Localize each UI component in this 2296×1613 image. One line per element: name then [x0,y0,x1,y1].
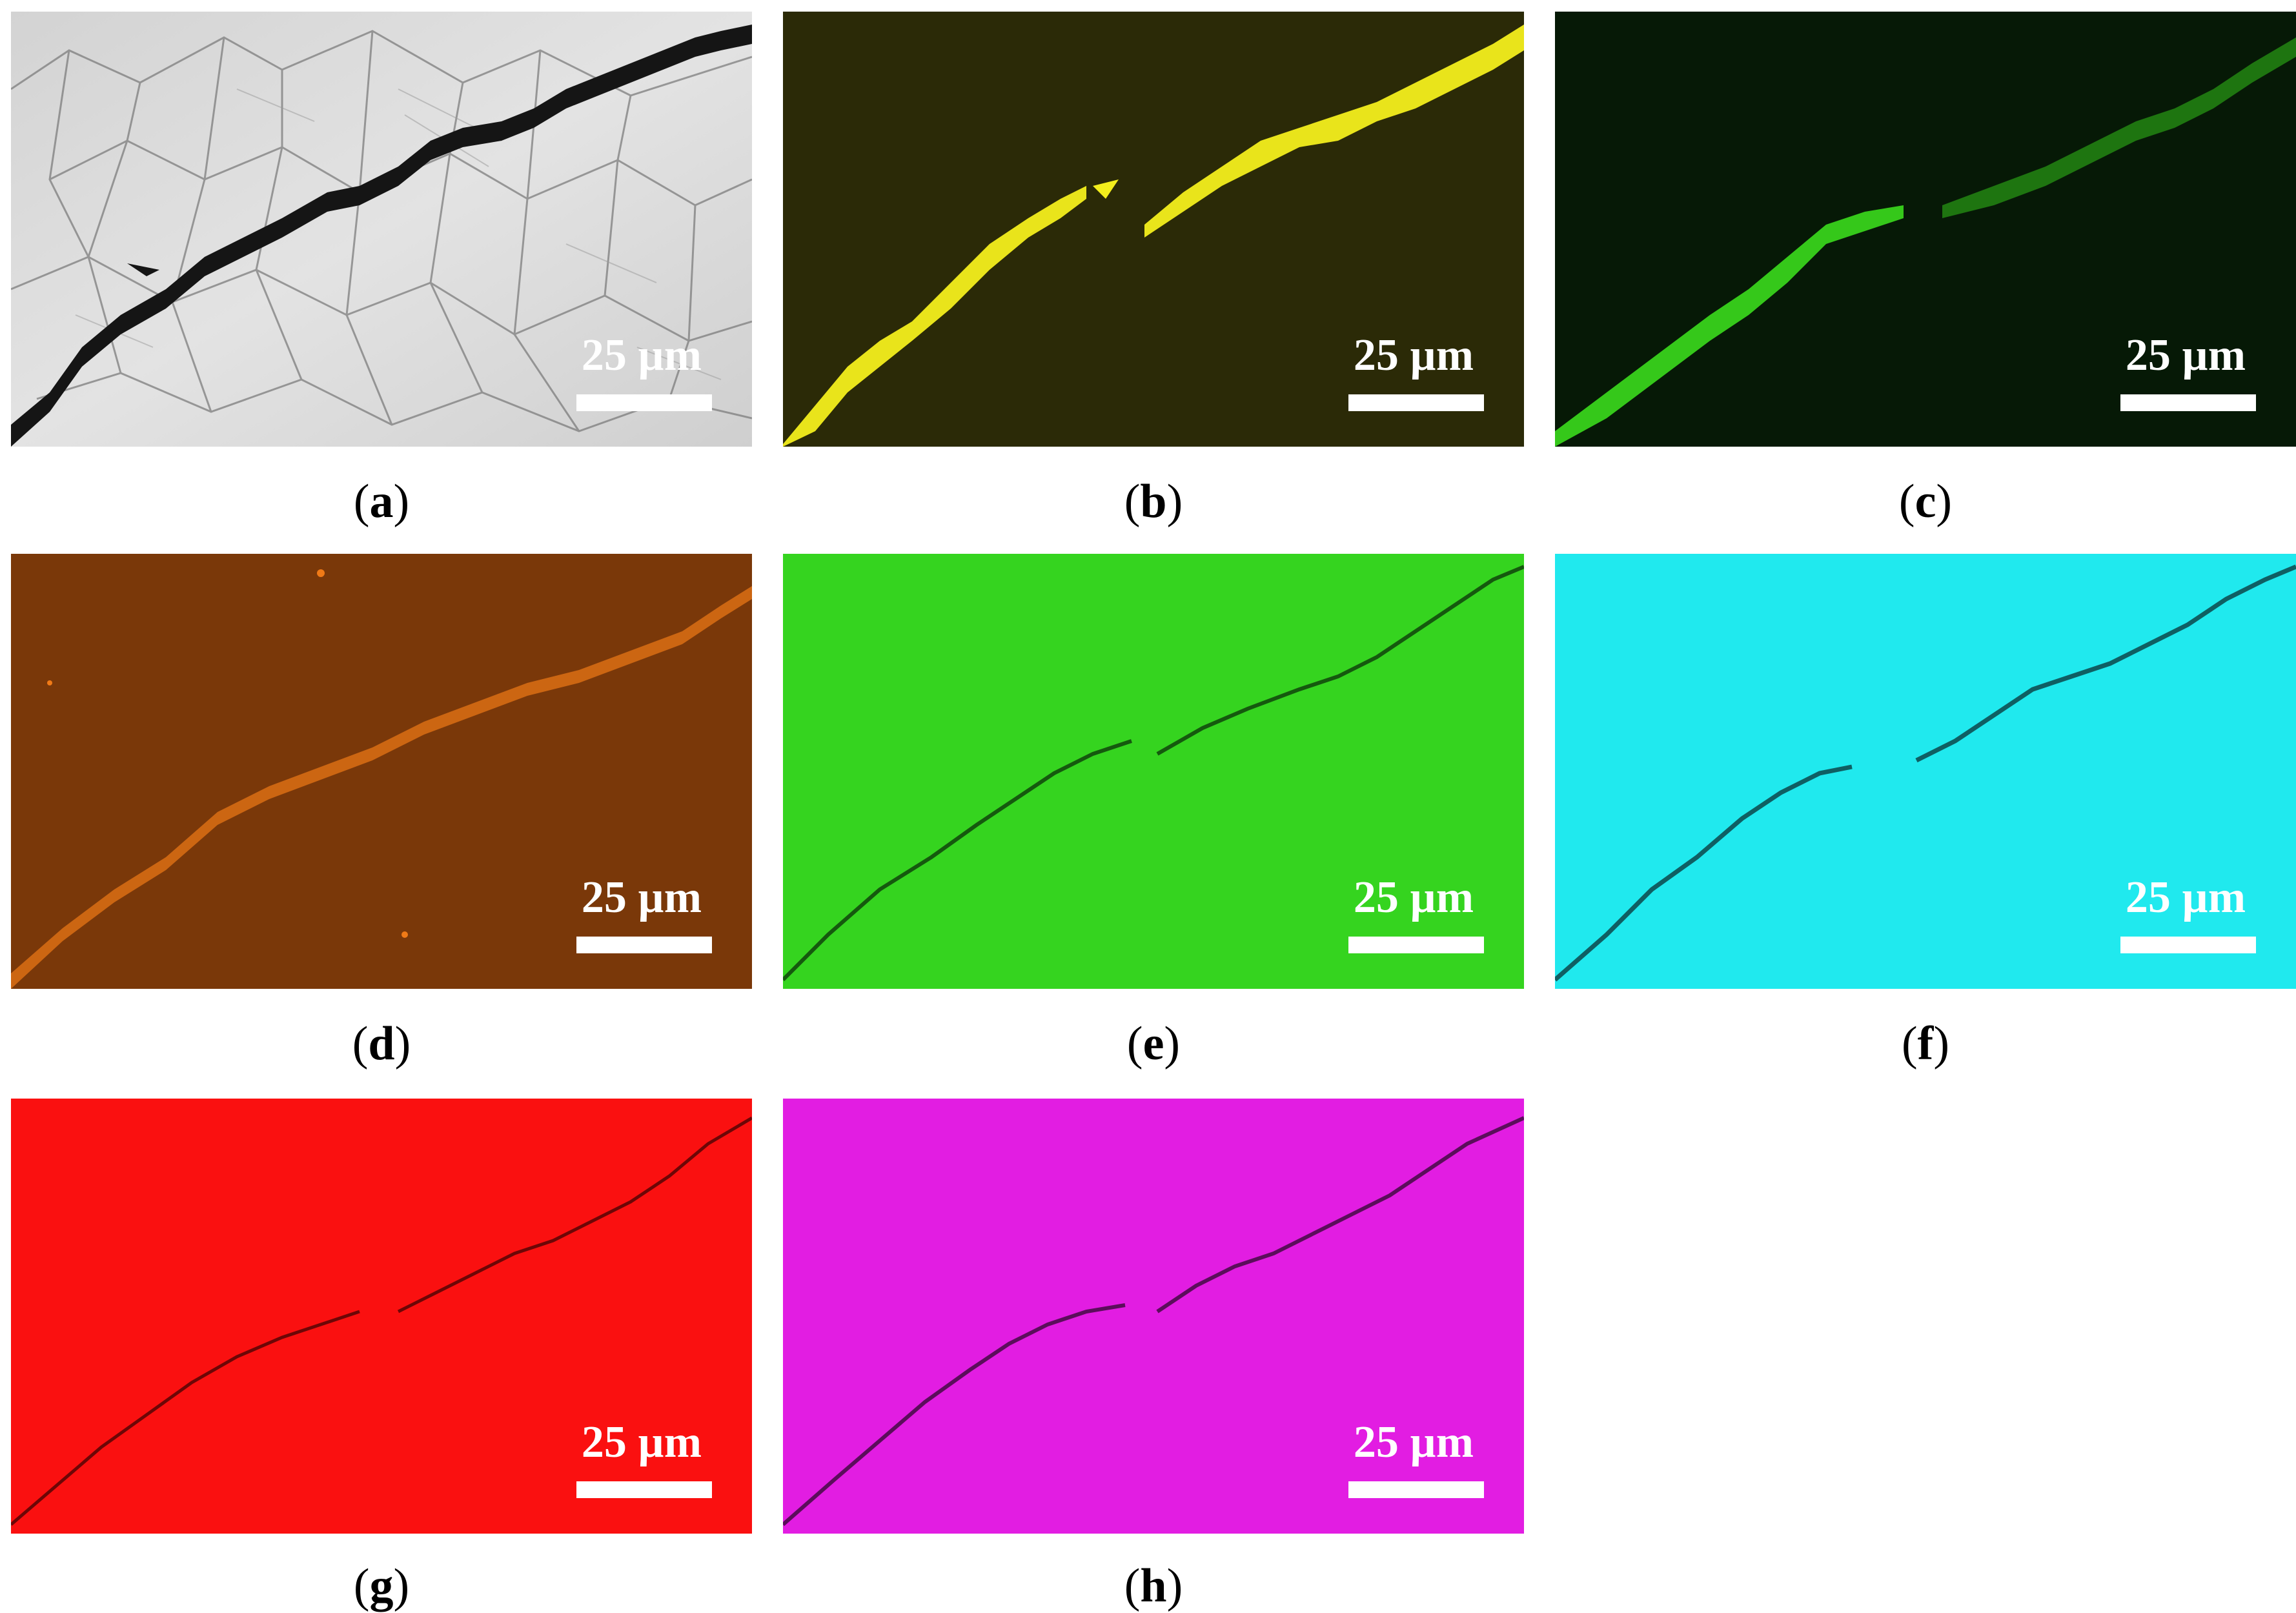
scale-bar-label: 25 µm [2125,873,2246,922]
eds-map-b [783,12,1524,447]
scale-bar [576,937,712,953]
scale-bar-label: 25 µm [1353,1417,1474,1467]
panel-f: 25 µm [1555,554,2296,989]
scale-bar-label: 25 µm [581,873,702,922]
eds-map-f [1555,554,2296,989]
panel-g: 25 µm [11,1099,752,1534]
caption-d: (d) [352,1017,411,1070]
scale-bar-label: 25 µm [2125,330,2246,380]
panel-h: 25 µm [783,1099,1524,1534]
caption-a: (a) [353,475,410,528]
scale-bar-label: 25 µm [1353,873,1474,922]
scale-bar-label: 25 µm [581,1417,702,1467]
panel-c: 25 µm [1555,12,2296,447]
panel-e: 25 µm [783,554,1524,989]
caption-c: (c) [1898,475,1953,528]
eds-map-d [11,554,752,989]
caption-e: (e) [1126,1017,1181,1070]
eds-map-h [783,1099,1524,1534]
panel-a: 25 µm [11,12,752,447]
eds-map-c [1555,12,2296,447]
scale-bar [2120,937,2256,953]
scale-bar [1348,937,1484,953]
caption-g: (g) [353,1559,410,1612]
panel-b: 25 µm [783,12,1524,447]
scale-bar [576,394,712,411]
caption-b: (b) [1124,475,1183,528]
caption-f: (f) [1902,1017,1949,1070]
caption-h: (h) [1124,1559,1183,1612]
panel-d: 25 µm [11,554,752,989]
scale-bar-label: 25 µm [1353,330,1474,380]
eds-map-g [11,1099,752,1534]
eds-map-e [783,554,1524,989]
scale-bar [2120,394,2256,411]
scale-bar [576,1481,712,1498]
scale-bar-label: 25 µm [581,330,702,380]
optical-micrograph [11,12,752,447]
scale-bar [1348,394,1484,411]
scale-bar [1348,1481,1484,1498]
